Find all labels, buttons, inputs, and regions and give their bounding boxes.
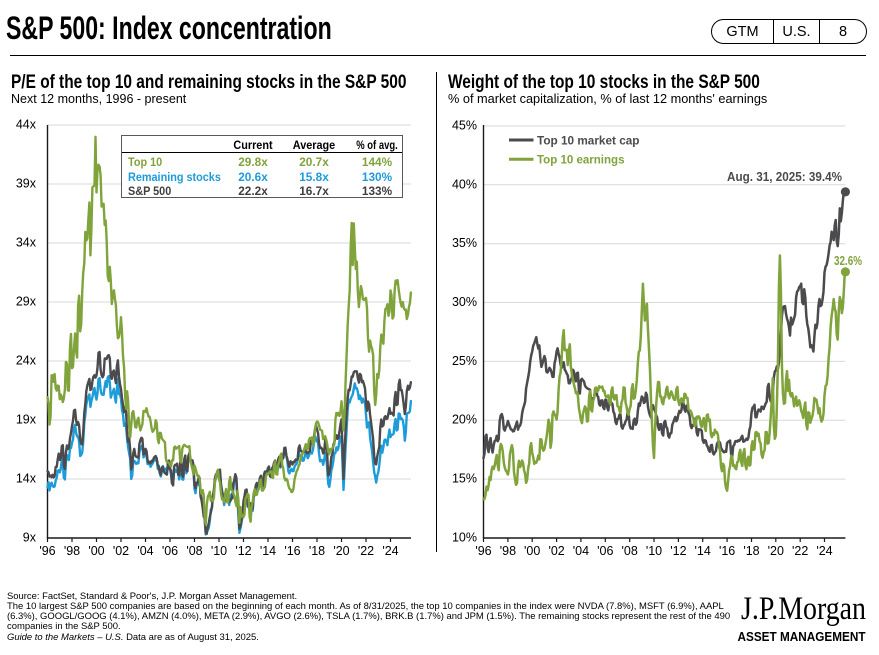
svg-text:'10: '10 [646,544,662,558]
svg-text:19x: 19x [16,413,37,427]
svg-text:'96: '96 [39,544,55,558]
svg-text:'16: '16 [719,544,735,558]
svg-text:20%: 20% [452,413,477,427]
svg-text:ASSET MANAGEMENT: ASSET MANAGEMENT [738,629,866,644]
svg-text:'10: '10 [211,544,227,558]
svg-text:'04: '04 [573,544,589,558]
svg-text:'00: '00 [524,544,540,558]
svg-text:Top 10 market cap: Top 10 market cap [537,133,640,147]
svg-text:10%: 10% [452,531,477,545]
svg-text:'08: '08 [622,544,638,558]
svg-text:'08: '08 [186,544,202,558]
svg-text:45%: 45% [452,119,477,133]
svg-text:'22: '22 [358,544,374,558]
svg-text:'06: '06 [597,544,613,558]
svg-text:'20: '20 [768,544,784,558]
svg-text:J.P.Morgan: J.P.Morgan [741,591,866,627]
svg-text:'04: '04 [137,544,153,558]
svg-text:9x: 9x [23,531,37,545]
svg-text:24x: 24x [16,354,37,368]
svg-text:32.6%: 32.6% [834,253,862,268]
svg-text:'20: '20 [333,544,349,558]
svg-text:'18: '18 [309,544,325,558]
svg-text:44x: 44x [16,118,37,132]
svg-text:'22: '22 [792,544,808,558]
svg-text:'14: '14 [695,544,711,558]
svg-text:'06: '06 [162,544,178,558]
svg-text:29x: 29x [16,295,37,309]
svg-text:'98: '98 [500,544,516,558]
svg-text:25%: 25% [452,354,477,368]
svg-text:'24: '24 [382,544,398,558]
svg-text:40%: 40% [452,177,477,191]
svg-text:'00: '00 [88,544,104,558]
svg-text:14x: 14x [16,472,37,486]
svg-text:Top 10 earnings: Top 10 earnings [537,153,625,167]
svg-text:39x: 39x [16,177,37,191]
svg-text:35%: 35% [452,236,477,250]
svg-text:'24: '24 [816,544,832,558]
svg-text:15%: 15% [452,472,477,486]
svg-text:'12: '12 [235,544,251,558]
svg-text:30%: 30% [452,295,477,309]
svg-text:'96: '96 [475,544,491,558]
svg-text:'02: '02 [548,544,564,558]
svg-text:'18: '18 [743,544,759,558]
svg-text:'12: '12 [670,544,686,558]
svg-text:'98: '98 [64,544,80,558]
svg-text:'14: '14 [260,544,276,558]
svg-text:Aug. 31, 2025: 39.4%: Aug. 31, 2025: 39.4% [727,169,843,184]
svg-text:'16: '16 [284,544,300,558]
svg-text:34x: 34x [16,236,37,250]
svg-text:'02: '02 [113,544,129,558]
